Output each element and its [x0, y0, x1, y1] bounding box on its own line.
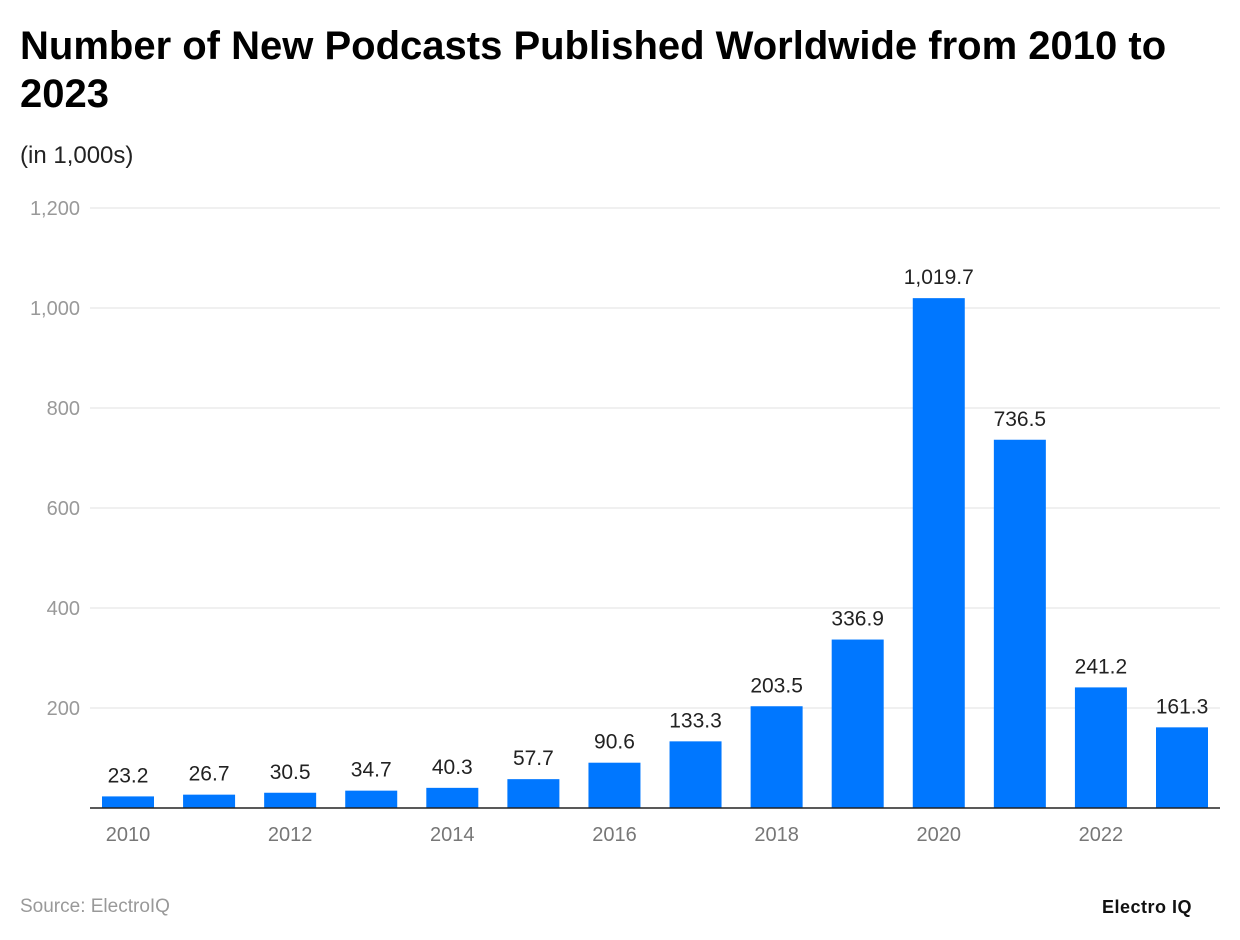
- bar-2011: [183, 794, 236, 808]
- source-note: Source: ElectroIQ: [20, 896, 170, 917]
- bar-2020: [912, 298, 965, 808]
- data-label: 133.3: [669, 709, 722, 732]
- data-label: 23.2: [108, 764, 149, 787]
- y-tick-label: 1,000: [30, 298, 80, 320]
- x-tick-label: 2010: [106, 824, 151, 846]
- chart-subtitle: (in 1,000s): [20, 142, 134, 169]
- data-label: 241.2: [1075, 655, 1128, 678]
- bar-2015: [507, 779, 560, 808]
- x-tick-label: 2012: [268, 824, 313, 846]
- bar-2010: [102, 796, 154, 808]
- x-tick-label: 2020: [917, 824, 962, 846]
- bar-2016: [588, 762, 641, 808]
- chart-title: Number of New Podcasts Published Worldwi…: [20, 24, 1167, 116]
- data-label: 336.9: [831, 608, 884, 631]
- data-label: 1,019.7: [904, 266, 974, 289]
- bar-2018: [750, 706, 803, 808]
- x-tick-label: 2018: [754, 824, 799, 846]
- bar-2014: [426, 787, 479, 808]
- data-label: 34.7: [351, 759, 392, 782]
- y-tick-label: 800: [47, 398, 80, 420]
- data-label: 203.5: [750, 674, 803, 697]
- electroiq-logo: Electro IQ: [1102, 897, 1193, 917]
- data-label: 40.3: [432, 756, 473, 779]
- x-tick-label: 2022: [1079, 824, 1124, 846]
- y-tick-label: 1,200: [30, 198, 80, 220]
- bar-2021: [993, 439, 1046, 808]
- x-tick-label: 2016: [592, 824, 637, 846]
- bar-2019: [831, 639, 884, 808]
- bar-2012: [264, 792, 317, 808]
- y-tick-label: 200: [47, 698, 80, 720]
- bar-2017: [669, 741, 722, 808]
- data-label: 736.5: [994, 408, 1047, 431]
- bar-2013: [345, 790, 398, 808]
- y-tick-label: 600: [47, 498, 80, 520]
- bar-2023: [1156, 727, 1208, 808]
- y-tick-label: 400: [47, 598, 80, 620]
- data-label: 30.5: [270, 761, 311, 784]
- x-tick-label: 2014: [430, 824, 475, 846]
- data-label: 90.6: [594, 731, 635, 754]
- data-label: 161.3: [1156, 695, 1209, 718]
- bar-chart: 200 400 600 800 1,000 1,200 23.2 2010 26.7 30.5 20…: [30, 198, 1220, 846]
- bar-2022: [1074, 687, 1127, 808]
- data-label: 26.7: [189, 763, 230, 786]
- data-label: 57.7: [513, 747, 554, 770]
